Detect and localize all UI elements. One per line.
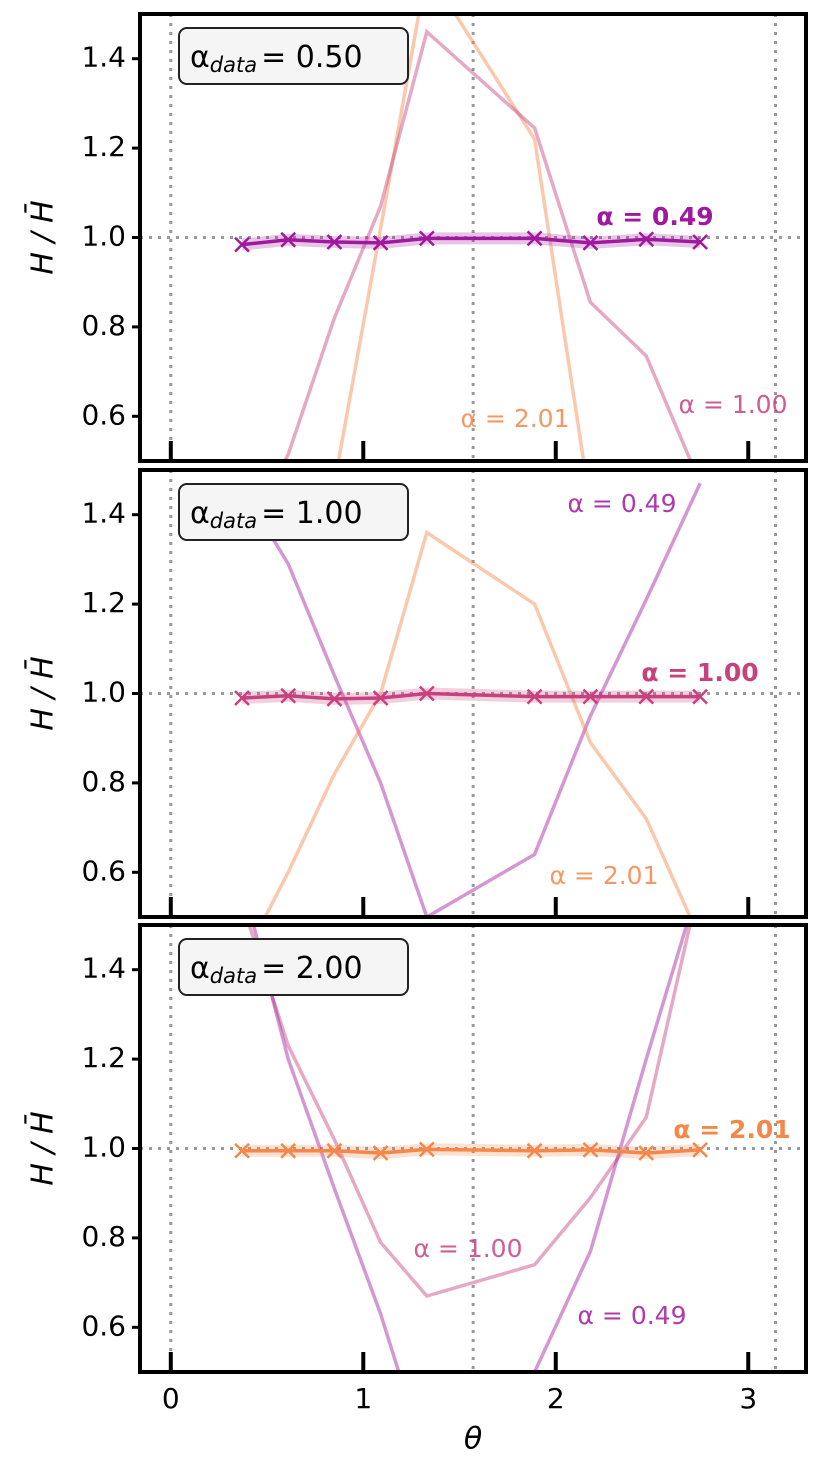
y-tick-label: 1.4 <box>81 952 126 985</box>
box-subscript: data <box>210 509 257 533</box>
box-label: αdata = 1.00 <box>190 496 363 534</box>
box-symbol: α <box>190 40 210 75</box>
panel: 0.6 0.8 1.0 1.2 1.4 α = 2.01 α = 1.00 α = 0.49 α… <box>24 12 808 463</box>
marker <box>418 1141 435 1158</box>
y-axis-label: H / H̄ <box>24 656 60 730</box>
series-label: α = 1.00 <box>414 1234 523 1263</box>
box-symbol: α <box>190 951 210 986</box>
y-tick-label: 1.2 <box>81 130 126 163</box>
series-label: α = 1.00 <box>679 390 788 419</box>
marker <box>526 230 543 247</box>
marker <box>418 230 435 247</box>
box-subscript: data <box>210 964 257 988</box>
marker <box>234 1142 250 1159</box>
series-line <box>283 28 693 461</box>
x-tick-label: 1 <box>354 1382 372 1415</box>
series-label: α = 2.01 <box>673 1115 790 1144</box>
panel: 0.6 0.8 1.0 1.2 1.4 0 1 2 3 α = 1.00 α = 0.49 α = 2… <box>24 923 808 1457</box>
marker <box>526 688 543 705</box>
marker <box>692 1141 709 1158</box>
y-tick-label: 0.8 <box>81 1220 126 1253</box>
x-axis-label: θ <box>464 1422 482 1457</box>
y-tick-label: 1.2 <box>81 1041 126 1074</box>
box-value: = 0.50 <box>261 40 362 75</box>
y-tick-label: 0.6 <box>81 1309 126 1342</box>
marker <box>234 690 250 706</box>
series-line <box>263 529 693 917</box>
box-value: = 2.00 <box>261 951 362 986</box>
marker <box>692 688 709 705</box>
series-group <box>234 925 709 1372</box>
y-tick-label: 1.2 <box>81 586 126 619</box>
marker <box>326 690 343 707</box>
series-group <box>234 482 709 917</box>
y-axis-label: H / H̄ <box>24 200 60 274</box>
box-symbol: α <box>190 496 210 531</box>
marker <box>526 1142 543 1159</box>
y-tick-label: 0.8 <box>81 765 126 798</box>
marker <box>280 231 297 248</box>
y-tick-label: 1.4 <box>81 41 126 74</box>
marker <box>280 1142 297 1159</box>
panel: 0.60.81.01.21.4 α = 0.49α = 2.01α = 1.00α… <box>24 468 808 919</box>
y-axis-label: H / H̄ <box>24 1111 60 1185</box>
marker <box>582 688 599 705</box>
y-tick-label: 1.0 <box>81 676 126 709</box>
series-line <box>240 482 702 917</box>
marker <box>638 1145 655 1161</box>
series-label: α = 0.49 <box>568 489 677 518</box>
marker <box>638 231 655 248</box>
marker <box>418 685 435 702</box>
marker <box>234 236 250 253</box>
y-tick-label: 1.0 <box>81 1131 126 1164</box>
frame <box>138 468 808 919</box>
series-line <box>251 925 689 1372</box>
y-tick-label: 0.6 <box>81 854 126 887</box>
y-tick-label: 1.0 <box>81 220 126 253</box>
x-tick-label: 2 <box>547 1382 565 1415</box>
y-tick-label: 1.4 <box>81 497 126 530</box>
x-tick-label: 3 <box>739 1382 757 1415</box>
series-label: α = 0.49 <box>578 1301 687 1330</box>
marker <box>582 234 599 251</box>
marker <box>326 1142 343 1159</box>
box-value: = 1.00 <box>261 496 362 531</box>
series-line <box>247 925 692 1299</box>
frame <box>138 12 808 463</box>
marker <box>372 690 389 706</box>
marker <box>692 234 709 250</box>
box-label: αdata = 2.00 <box>190 951 363 989</box>
marker <box>326 234 343 250</box>
marker <box>638 688 655 705</box>
series-label: α = 1.00 <box>641 658 758 687</box>
y-tick-label: 0.8 <box>81 309 126 342</box>
box-label: αdata = 0.50 <box>190 40 363 78</box>
box-label-bg <box>178 27 409 85</box>
marker <box>582 1141 599 1158</box>
y-tick-label: 0.6 <box>81 398 126 431</box>
series-label: α = 0.49 <box>596 202 713 231</box>
marker <box>372 1145 389 1161</box>
series-group <box>234 14 709 461</box>
box-subscript: data <box>210 53 257 77</box>
marker <box>372 234 389 251</box>
x-tick-label: 0 <box>162 1382 180 1415</box>
box-label-bg <box>178 938 409 996</box>
series-label: α = 2.01 <box>461 404 570 433</box>
series-label: α = 2.01 <box>550 861 659 890</box>
frame <box>138 923 808 1374</box>
box-label-bg <box>178 483 409 541</box>
marker <box>280 687 297 704</box>
